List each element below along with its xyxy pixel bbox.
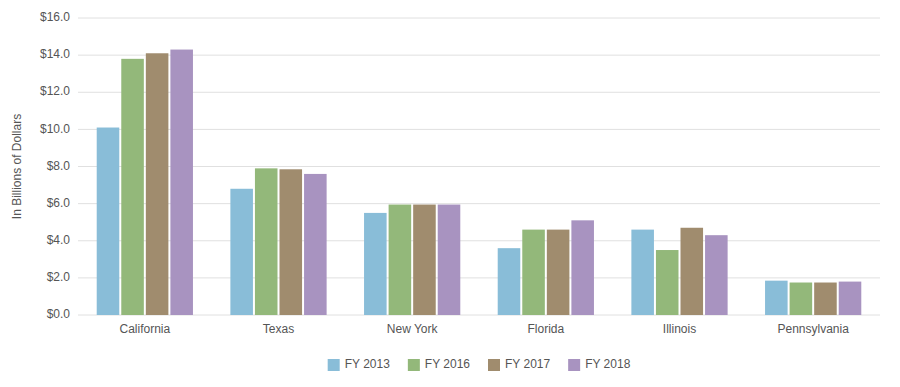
bar bbox=[121, 59, 144, 315]
bar bbox=[571, 220, 594, 315]
bar bbox=[631, 230, 654, 315]
bar bbox=[304, 174, 327, 315]
legend-item: FY 2016 bbox=[408, 357, 470, 371]
grid bbox=[78, 18, 880, 315]
x-tick-label: Florida bbox=[527, 322, 564, 336]
y-tick-label: $2.0 bbox=[47, 270, 71, 284]
x-tick-label: Texas bbox=[263, 322, 294, 336]
bar bbox=[255, 168, 278, 315]
bar bbox=[170, 50, 193, 315]
legend-item: FY 2017 bbox=[488, 357, 550, 371]
grid-line bbox=[78, 92, 880, 93]
y-tick-label: $16.0 bbox=[40, 10, 70, 24]
grid-line bbox=[78, 18, 880, 19]
y-tick-label: $8.0 bbox=[47, 159, 71, 173]
bar bbox=[522, 230, 545, 315]
y-tick-label: $10.0 bbox=[40, 122, 70, 136]
y-axis-label: In Billions of Dollars bbox=[10, 114, 24, 219]
bar bbox=[364, 213, 387, 315]
x-tick-label: Illinois bbox=[663, 322, 696, 336]
legend-label: FY 2013 bbox=[345, 357, 390, 371]
bar bbox=[230, 189, 253, 315]
chart-container: $0.0 $2.0 $4.0 $6.0 $8.0 $10.0 $12.0 $14.0 $16.0… bbox=[0, 0, 900, 387]
bar bbox=[790, 283, 813, 315]
chart-svg: $0.0 $2.0 $4.0 $6.0 $8.0 $10.0 $12.0 $14.0 $16.0… bbox=[0, 0, 900, 387]
legend-label: FY 2017 bbox=[505, 357, 550, 371]
bar bbox=[765, 281, 788, 315]
grid-line bbox=[78, 129, 880, 130]
legend-swatch bbox=[568, 359, 580, 371]
y-tick-label: $0.0 bbox=[47, 307, 71, 321]
bars bbox=[97, 50, 862, 315]
legend-item: FY 2018 bbox=[568, 357, 630, 371]
legend-label: FY 2016 bbox=[425, 357, 470, 371]
x-tick-label: Pennsylvania bbox=[777, 322, 849, 336]
legend-swatch bbox=[488, 359, 500, 371]
x-tick-label: California bbox=[119, 322, 170, 336]
x-tick-label: New York bbox=[387, 322, 439, 336]
bar bbox=[839, 282, 862, 315]
grid-line bbox=[78, 203, 880, 204]
bar bbox=[97, 128, 120, 315]
bar bbox=[389, 205, 412, 315]
legend-item: FY 2013 bbox=[328, 357, 390, 371]
bar bbox=[280, 169, 303, 315]
grid-line bbox=[78, 315, 880, 316]
y-tick-label: $14.0 bbox=[40, 47, 70, 61]
bar bbox=[814, 283, 837, 315]
legend-swatch bbox=[328, 359, 340, 371]
legend-swatch bbox=[408, 359, 420, 371]
bar bbox=[705, 235, 728, 315]
y-tick-label: $4.0 bbox=[47, 233, 71, 247]
bar bbox=[146, 53, 169, 315]
bar bbox=[656, 250, 679, 315]
y-tick-label: $6.0 bbox=[47, 196, 71, 210]
bar bbox=[413, 205, 436, 315]
bar bbox=[681, 228, 704, 315]
bar bbox=[438, 205, 461, 315]
bar bbox=[498, 248, 521, 315]
grid-line bbox=[78, 55, 880, 56]
grid-line bbox=[78, 240, 880, 241]
y-tick-label: $12.0 bbox=[40, 84, 70, 98]
grid-line bbox=[78, 277, 880, 278]
legend: FY 2013 FY 2016 FY 2017 FY 2018 bbox=[328, 357, 631, 371]
bar bbox=[547, 230, 570, 315]
legend-label: FY 2018 bbox=[585, 357, 630, 371]
grid-line bbox=[78, 166, 880, 167]
